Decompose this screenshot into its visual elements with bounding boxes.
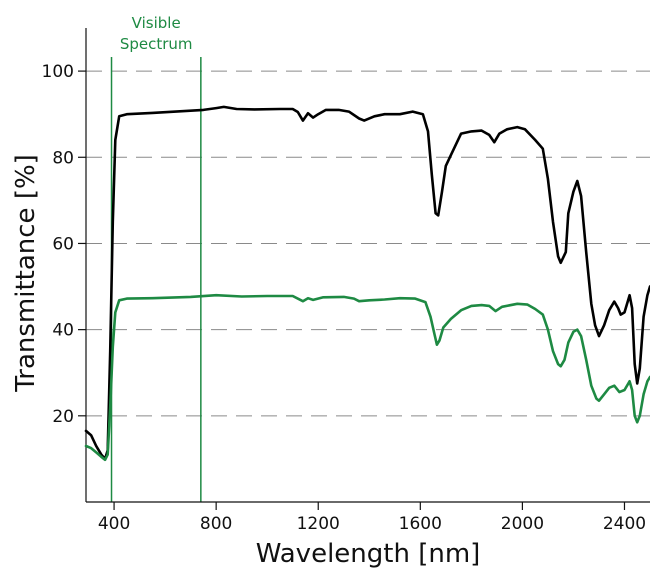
y-axis-title: Transmittance [%] — [11, 154, 41, 393]
y-tick-label-80: 80 — [52, 148, 74, 168]
y-tick-label-60: 60 — [52, 234, 74, 254]
x-axis-title: Wavelength [nm] — [256, 539, 481, 569]
ticks: 20 40 60 80 100 400 800 1200 1600 2000 2400 — [42, 62, 647, 534]
x-tick-label-400: 400 — [98, 514, 130, 534]
x-tick-label-1600: 1600 — [399, 514, 442, 534]
gridlines — [86, 70, 650, 417]
series-line-1 — [84, 293, 650, 462]
y-tick-label-40: 40 — [52, 321, 74, 341]
x-tick-label-1200: 1200 — [297, 514, 340, 534]
x-tick-label-2400: 2400 — [603, 514, 646, 534]
y-tick-label-100: 100 — [42, 62, 74, 82]
visible-spectrum-label-line-1: Visible — [132, 14, 181, 32]
visible-spectrum-label-line-2: Spectrum — [120, 35, 193, 53]
series — [84, 105, 650, 462]
x-tick-label-2000: 2000 — [501, 514, 544, 534]
series-line-0 — [84, 105, 650, 461]
axes — [85, 28, 650, 503]
visible-spectrum-band: Visible Spectrum — [110, 14, 202, 502]
y-tick-label-20: 20 — [52, 407, 74, 427]
x-tick-label-800: 800 — [200, 514, 232, 534]
